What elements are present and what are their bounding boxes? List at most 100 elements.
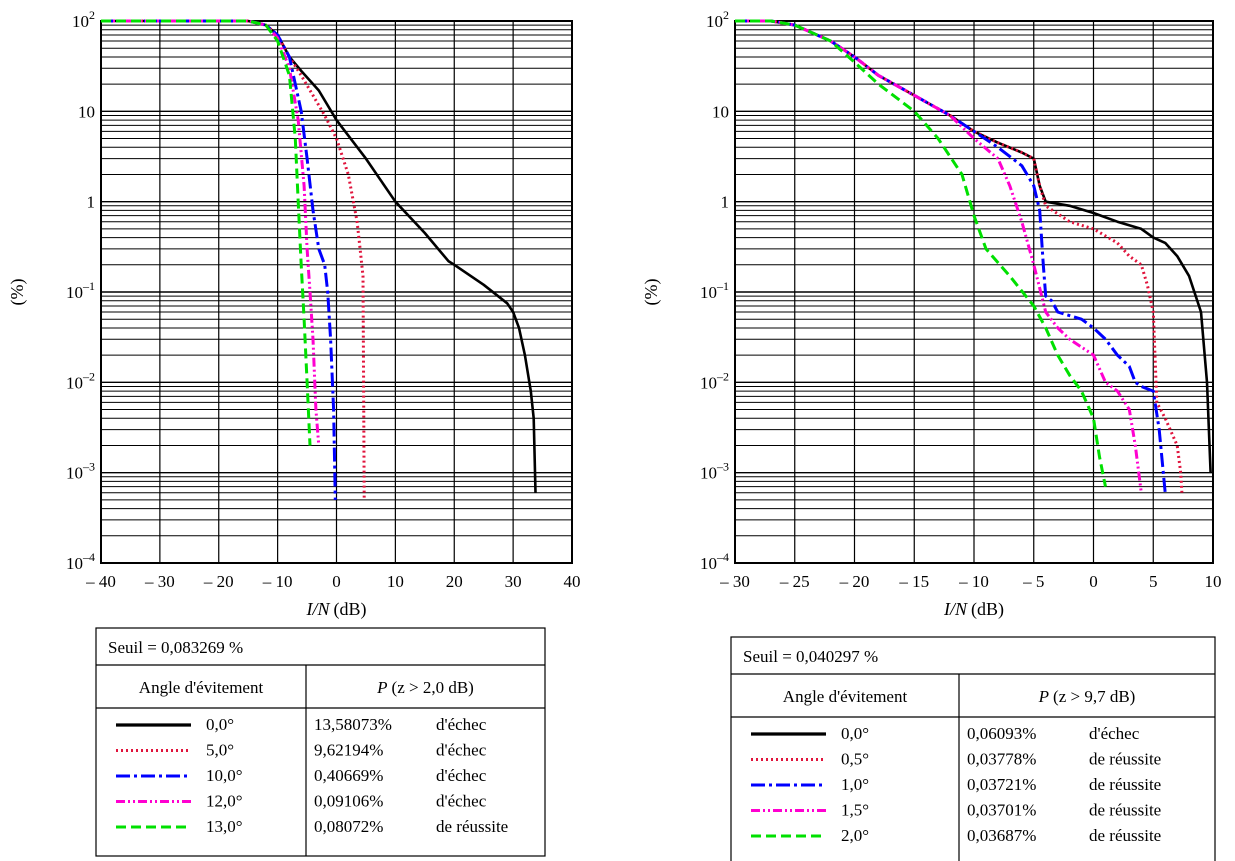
series-line-5: [735, 21, 1106, 487]
y-tick-label: 1: [87, 193, 96, 212]
series-group: [735, 21, 1211, 493]
legend-angle: 12,0°: [206, 792, 243, 811]
y-tick-label: 10–2: [700, 369, 729, 392]
legend-threshold: Seuil = 0,040297 %: [743, 647, 878, 666]
y-tick-exponent: –3: [716, 460, 729, 474]
legend-col2-header-rest: (z > 9,7 dB): [1053, 687, 1135, 706]
x-tick-label: – 20: [839, 572, 870, 591]
legend-col2-header-var: P: [376, 678, 387, 697]
y-tick-exponent: 2: [89, 8, 95, 22]
legend-result: de réussite: [1089, 750, 1161, 769]
legend-result: d'échec: [436, 741, 487, 760]
y-tick-exponent: –1: [82, 279, 95, 293]
y-tick-base: 10: [700, 554, 717, 573]
y-tick-base: 1: [87, 193, 96, 212]
y-tick-exponent: 2: [723, 8, 729, 22]
y-tick-label: 10–3: [700, 460, 729, 483]
x-tick-label: 5: [1149, 572, 1158, 591]
x-tick-label: – 15: [898, 572, 929, 591]
y-tick-label: 10–3: [66, 460, 95, 483]
legend-angle: 0,5°: [841, 750, 869, 769]
y-tick-exponent: –4: [716, 550, 729, 564]
legend-col2-header-var: P: [1038, 687, 1049, 706]
legend-value: 0,03687%: [967, 826, 1036, 845]
legend-result: d'échec: [1089, 724, 1140, 743]
legend-value: 0,09106%: [314, 792, 383, 811]
y-tick-base: 1: [721, 193, 730, 212]
x-axis-title-var: I/N: [305, 599, 330, 619]
legend-col2-header: P (z > 9,7 dB): [1038, 687, 1136, 706]
legend-result: d'échec: [436, 766, 487, 785]
y-tick-exponent: –2: [82, 369, 95, 383]
x-tick-label: – 30: [144, 572, 175, 591]
y-tick-base: 10: [66, 283, 83, 302]
legend-result: de réussite: [1089, 775, 1161, 794]
y-tick-exponent: –1: [716, 279, 729, 293]
x-tick-label: 30: [505, 572, 522, 591]
legend-table: Seuil = 0,040297 % Angle d'évitement P (z >…: [731, 637, 1215, 861]
x-tick-label: 0: [1089, 572, 1098, 591]
x-tick-label: 20: [446, 572, 463, 591]
legend-angle: 5,0°: [206, 741, 234, 760]
legend-value: 13,58073%: [314, 715, 392, 734]
legend-value: 0,03721%: [967, 775, 1036, 794]
series-line-1: [735, 21, 1211, 473]
x-axis-title-var: I/N: [943, 599, 968, 619]
series-line-1: [101, 21, 536, 493]
legend-col2-header-rest: (z > 2,0 dB): [392, 678, 474, 697]
y-tick-base: 10: [72, 12, 89, 31]
y-tick-base: 10: [700, 464, 717, 483]
legend-angle: 1,5°: [841, 801, 869, 820]
legend-value: 0,40669%: [314, 766, 383, 785]
x-tick-label: 0: [332, 572, 341, 591]
y-tick-label: 1: [721, 193, 730, 212]
y-tick-base: 10: [66, 554, 83, 573]
y-tick-label: 10–2: [66, 369, 95, 392]
x-tick-label: – 25: [779, 572, 810, 591]
x-axis-title: I/N (dB): [943, 599, 1004, 620]
legend-threshold: Seuil = 0,083269 %: [108, 638, 243, 657]
x-tick-label: 10: [1205, 572, 1222, 591]
y-tick-exponent: –3: [82, 460, 95, 474]
legend-result: de réussite: [436, 817, 508, 836]
legend-angle: 0,0°: [841, 724, 869, 743]
grid: [735, 21, 1213, 563]
y-tick-base: 10: [700, 283, 717, 302]
y-tick-exponent: –4: [82, 550, 95, 564]
x-tick-label: – 20: [203, 572, 234, 591]
y-tick-base: 10: [700, 373, 717, 392]
y-tick-label: 10–1: [700, 279, 729, 302]
series-line-2: [101, 21, 364, 500]
y-tick-base: 10: [706, 12, 723, 31]
y-tick-base: 10: [66, 373, 83, 392]
grid: [101, 21, 572, 563]
x-tick-label: – 10: [262, 572, 293, 591]
y-tick-label: 10: [712, 102, 729, 121]
legend-col1-header: Angle d'évitement: [783, 687, 908, 706]
y-tick-label: 102: [706, 8, 729, 31]
series-line-3: [735, 21, 1165, 493]
legend-angle: 1,0°: [841, 775, 869, 794]
y-tick-label: 10–1: [66, 279, 95, 302]
legend-result: d'échec: [436, 715, 487, 734]
series-line-4: [735, 21, 1141, 493]
legend-result: de réussite: [1089, 801, 1161, 820]
legend-result: de réussite: [1089, 826, 1161, 845]
legend-angle: 13,0°: [206, 817, 243, 836]
x-axis-title: I/N (dB): [305, 599, 366, 620]
legend-angle: 10,0°: [206, 766, 243, 785]
y-tick-base: 10: [66, 464, 83, 483]
x-axis-title-unit: (dB): [971, 599, 1004, 620]
x-tick-label: – 5: [1022, 572, 1044, 591]
y-tick-label: 10: [78, 102, 95, 121]
legend-col1-header: Angle d'évitement: [139, 678, 264, 697]
legend-col2-header: P (z > 2,0 dB): [376, 678, 474, 697]
y-tick-exponent: –2: [716, 369, 729, 383]
x-tick-label: – 10: [958, 572, 989, 591]
y-tick-base: 10: [712, 102, 729, 121]
legend-value: 9,62194%: [314, 741, 383, 760]
legend-angle: 2,0°: [841, 826, 869, 845]
